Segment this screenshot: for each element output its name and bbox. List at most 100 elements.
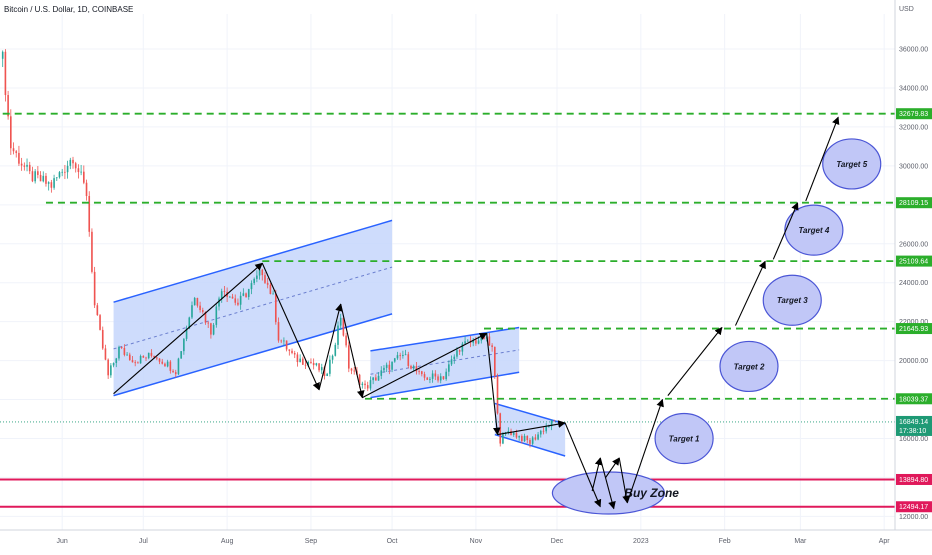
candle-body	[296, 354, 299, 363]
candle-body	[253, 278, 255, 284]
candle-body	[147, 352, 150, 359]
target-ellipse	[719, 340, 779, 393]
candle-body	[223, 291, 226, 292]
price-scale-background	[895, 0, 932, 550]
target-ellipse	[654, 412, 714, 465]
candle-body	[153, 355, 155, 358]
candle-body	[542, 430, 545, 432]
candle-body	[174, 372, 177, 375]
candle-body	[421, 371, 423, 375]
x-tick-label: Dec	[551, 538, 564, 545]
candle-body	[318, 363, 320, 371]
candle-body	[207, 322, 210, 324]
channel-layer	[113, 219, 566, 457]
channel-lower-line	[370, 371, 520, 399]
symbol-title: Bitcoin / U.S. Dollar, 1D, COINBASE	[4, 5, 134, 14]
time-scale: Jun Jul Aug Sep Oct Nov Dec 2023 Feb Mar Apr	[0, 529, 932, 545]
level-price-badge	[896, 255, 932, 267]
candle-body	[183, 338, 185, 352]
candle-body	[45, 175, 47, 184]
target-label: Target 5	[836, 160, 867, 169]
candle-body	[39, 174, 42, 182]
candle-body	[456, 350, 458, 357]
candle-body	[388, 364, 391, 370]
candle-body	[496, 376, 499, 414]
candle-body	[210, 323, 212, 335]
channel-upper-line	[370, 326, 520, 352]
x-tick-label: Jun	[57, 538, 68, 545]
candle-body	[507, 431, 510, 433]
candle-body	[310, 361, 312, 363]
candle-body	[104, 348, 107, 360]
candle-body	[247, 289, 250, 298]
candle-body	[88, 196, 91, 232]
candle-body	[166, 361, 169, 367]
candle-body	[499, 413, 502, 444]
currency-label: USD	[899, 6, 914, 13]
candle-body	[320, 367, 323, 371]
candle-body	[4, 51, 7, 96]
candle-layer	[1, 49, 556, 448]
candle-body	[145, 357, 147, 359]
countdown-label: 17:38:10	[899, 428, 926, 435]
candle-body	[20, 163, 23, 166]
candle-body	[99, 315, 101, 330]
candle-body	[199, 305, 201, 311]
candle-body	[239, 295, 242, 305]
candle-body	[77, 168, 80, 173]
candle-body	[169, 361, 172, 371]
candle-body	[164, 363, 166, 367]
candle-body	[429, 378, 431, 380]
candle-body	[193, 297, 196, 306]
candle-body	[350, 368, 353, 371]
candle-body	[453, 356, 456, 360]
candle-body	[47, 182, 50, 184]
candle-body	[342, 317, 345, 336]
level-price-badge	[896, 197, 932, 209]
candle-body	[472, 340, 474, 343]
candle-body	[293, 353, 296, 355]
x-tick-label: Aug	[221, 538, 234, 545]
level-price-label: 12494.17	[899, 504, 928, 511]
candle-body	[477, 340, 480, 344]
candle-body	[537, 434, 539, 440]
y-tick-label: 36000.00	[899, 47, 928, 54]
candle-body	[126, 354, 128, 356]
candle-body	[315, 363, 318, 366]
candle-body	[261, 269, 264, 276]
candle-body	[329, 359, 331, 374]
candle-body	[137, 362, 139, 364]
candle-body	[345, 335, 347, 346]
target-label: Target 1	[669, 434, 700, 443]
projection-arrow	[340, 304, 365, 399]
candle-body	[120, 347, 123, 349]
candle-body	[491, 345, 493, 347]
current-price-badge	[896, 415, 932, 436]
y-tick-label: 30000.00	[899, 163, 928, 170]
arrow-layer	[113, 116, 840, 510]
candle-body	[285, 340, 288, 350]
candle-body	[464, 341, 466, 344]
candle-body	[245, 293, 247, 298]
buy-zone-ellipse	[551, 471, 665, 515]
projection-arrow	[805, 116, 840, 202]
target-label: Target 3	[777, 296, 808, 305]
level-price-label: 21645.93	[899, 326, 928, 333]
channel-band	[494, 403, 566, 457]
candle-body	[31, 171, 34, 182]
projection-arrow	[618, 457, 630, 504]
candle-body	[218, 298, 220, 307]
candle-body	[58, 172, 61, 178]
candle-body	[396, 355, 399, 359]
candle-body	[431, 373, 434, 379]
candle-body	[107, 359, 109, 376]
candle-body	[391, 361, 393, 370]
y-tick-label: 16000.00	[899, 436, 928, 443]
candle-body	[515, 432, 518, 438]
target-label: Target 2	[734, 362, 765, 371]
candle-body	[434, 373, 437, 377]
candle-body	[407, 354, 410, 366]
candle-body	[112, 362, 115, 366]
candle-body	[529, 439, 531, 444]
